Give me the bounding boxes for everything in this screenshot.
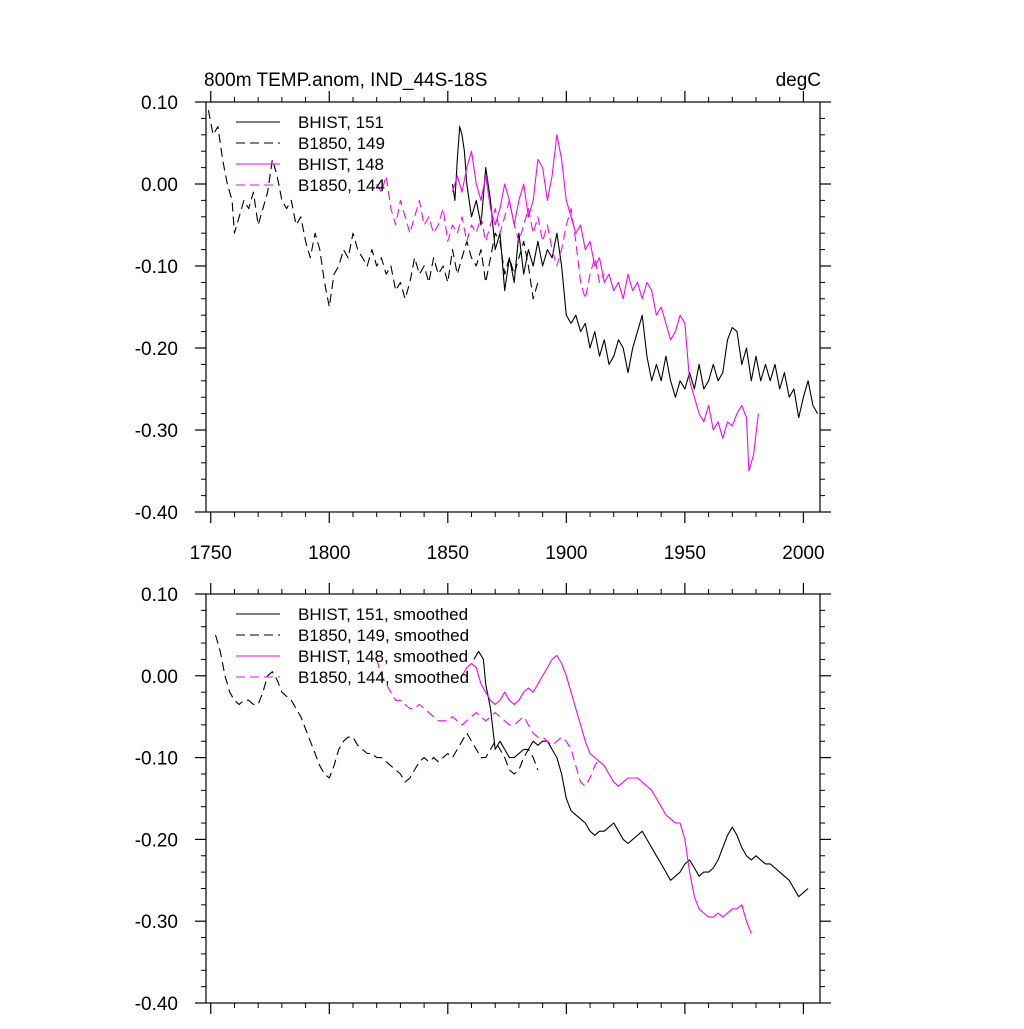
legend-label: BHIST, 148 <box>298 155 384 174</box>
x-tick-label: 1950 <box>664 543 706 564</box>
y-tick-label: 0.00 <box>141 175 178 196</box>
series-line <box>376 175 605 300</box>
legend-label: BHIST, 148, smoothed <box>298 647 468 666</box>
x-tick-label: 1750 <box>190 543 232 564</box>
series-line <box>473 650 809 898</box>
chart-title-right: degC <box>776 70 821 91</box>
x-tick-label: 1900 <box>545 543 587 564</box>
x-tick-label: 1800 <box>308 543 350 564</box>
chart-title-left: 800m TEMP.anom, IND_44S-18S <box>204 70 487 91</box>
y-tick-label: -0.40 <box>135 994 178 1015</box>
x-tick-label: 2000 <box>782 543 824 564</box>
y-tick-label: -0.40 <box>135 503 178 524</box>
y-tick-label: -0.10 <box>135 749 178 770</box>
chart-panel-top: 1750 1800 1850 1900 1950 2000 0.10 0.00 -0.10 -0.… <box>135 91 831 564</box>
plot-frame <box>205 593 821 1004</box>
legend-label: BHIST, 151 <box>298 113 384 132</box>
plot-frame <box>205 101 821 513</box>
y-tick-label: -0.30 <box>135 421 178 442</box>
y-tick-label: 0.10 <box>141 93 178 114</box>
x-tick-label: 1850 <box>427 543 469 564</box>
legend-label: B1850, 149, smoothed <box>298 626 469 645</box>
series-line <box>451 126 819 419</box>
legend-label: B1850, 144 <box>298 176 385 195</box>
legend-label: BHIST, 151, smoothed <box>298 605 468 624</box>
legend-label: B1850, 149 <box>298 134 385 153</box>
chart-panel-bottom: 0.10 0.00 -0.10 -0.20 -0.30 -0.40 BHIST, 151, … <box>135 583 831 1015</box>
series-line <box>451 134 759 472</box>
series-line <box>207 110 539 308</box>
series-line <box>376 659 600 787</box>
series-line <box>461 654 752 934</box>
series-line <box>214 634 539 783</box>
y-tick-label: -0.20 <box>135 339 178 360</box>
legend-label: B1850, 144, smoothed <box>298 668 469 687</box>
y-tick-label: -0.30 <box>135 912 178 933</box>
y-tick-label: 0.00 <box>141 667 178 688</box>
y-tick-label: -0.20 <box>135 830 178 851</box>
y-tick-label: -0.10 <box>135 257 178 278</box>
y-tick-label: 0.10 <box>141 585 178 606</box>
